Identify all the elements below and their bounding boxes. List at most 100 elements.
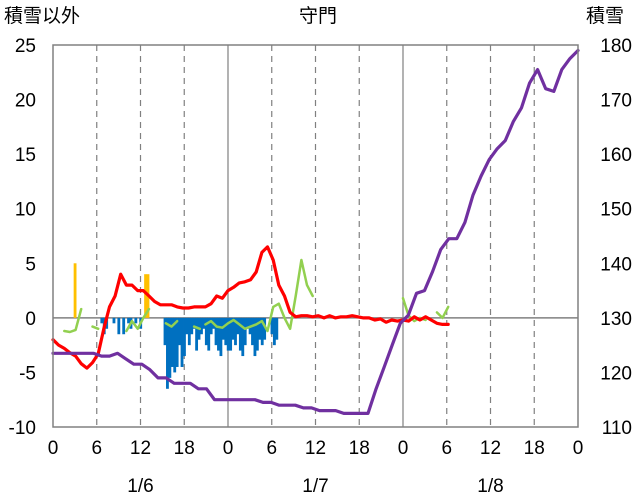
x-tick-label: 0 — [48, 438, 59, 459]
blue-bar — [251, 317, 254, 346]
blue-bar — [202, 317, 206, 329]
blue-bar — [238, 317, 242, 351]
blue-bar — [275, 317, 279, 340]
right-tick-label: 180 — [600, 36, 632, 57]
blue-bar — [234, 317, 237, 346]
blue-bar — [204, 317, 208, 346]
blue-bar — [117, 317, 121, 335]
blue-bar — [209, 317, 213, 335]
left-tick-label: -5 — [19, 363, 36, 384]
blue-bar — [112, 317, 116, 324]
left-tick-label: 15 — [15, 145, 36, 166]
right-tick-label: 110 — [602, 418, 632, 439]
bar-series — [73, 263, 279, 389]
green-dashed-line — [91, 325, 100, 331]
blue-bar — [163, 317, 167, 346]
plot-area-frame — [52, 44, 579, 428]
day-label: 1/6 — [127, 476, 153, 497]
line-series — [51, 48, 580, 415]
green-dashed-line — [435, 305, 450, 320]
blue-bar — [166, 317, 169, 389]
chart-title: 守門 — [299, 5, 337, 27]
blue-bar — [178, 317, 182, 346]
right-tick-label: 130 — [600, 309, 632, 330]
blue-bar — [263, 317, 267, 340]
right-tick-label: 140 — [600, 254, 632, 275]
x-tick-label: 12 — [130, 438, 151, 459]
right-tick-label: 120 — [600, 363, 632, 384]
blue-bar — [258, 317, 262, 340]
grid-lines — [53, 45, 578, 427]
blue-bar — [207, 317, 211, 351]
blue-bar — [221, 317, 225, 340]
x-tick-label: 6 — [266, 438, 277, 459]
left-tick-label: 5 — [25, 254, 36, 275]
blue-bar — [243, 317, 247, 346]
blue-bar — [187, 317, 191, 346]
left-tick-label: 20 — [15, 91, 36, 112]
blue-bar — [272, 317, 276, 346]
green-dashed-line — [63, 307, 83, 334]
blue-bar — [175, 317, 179, 367]
left-tick-label: 0 — [25, 309, 36, 330]
green-dashed-line — [192, 325, 202, 331]
blue-bar — [122, 317, 126, 335]
blue-bar — [200, 317, 203, 335]
x-tick-label: 12 — [305, 438, 326, 459]
blue-bar — [127, 317, 130, 324]
left-tick-label: -10 — [9, 418, 36, 439]
x-tick-label: 0 — [573, 438, 584, 459]
blue-bar — [168, 317, 172, 378]
green-dashed-line — [164, 319, 179, 328]
green-dashed-line — [125, 307, 151, 333]
blue-bar — [214, 317, 218, 346]
blue-bar — [173, 317, 177, 373]
left-tick-label: 25 — [15, 36, 36, 57]
blue-bar — [255, 317, 259, 351]
left-tick-label: 10 — [15, 200, 36, 221]
x-tick-label: 0 — [223, 438, 234, 459]
blue-bar — [100, 317, 104, 324]
x-tick-label: 18 — [524, 438, 545, 459]
blue-bar — [236, 317, 240, 335]
x-tick-label: 0 — [398, 438, 409, 459]
yellow-bar — [73, 263, 77, 318]
blue-bar — [219, 317, 223, 357]
blue-bar — [246, 317, 250, 329]
blue-bar — [180, 317, 184, 367]
yellow-bar — [144, 274, 147, 318]
blue-bar — [190, 317, 194, 335]
x-tick-label: 18 — [349, 438, 370, 459]
blue-bar — [195, 317, 199, 351]
blue-bar — [134, 317, 138, 324]
green-dashed-line — [204, 258, 314, 333]
day-label: 1/7 — [302, 476, 328, 497]
x-tick-label: 18 — [174, 438, 195, 459]
x-tick-label: 12 — [480, 438, 501, 459]
blue-bar — [260, 317, 264, 346]
x-tick-label: 6 — [91, 438, 102, 459]
x-tick-label: 6 — [441, 438, 452, 459]
blue-bar — [185, 317, 189, 335]
right-tick-label: 150 — [600, 200, 632, 221]
day-label: 1/8 — [477, 476, 503, 497]
blue-bar — [226, 317, 230, 351]
left-axis-label: 積雪以外 — [4, 5, 80, 27]
blue-bar — [217, 317, 220, 351]
right-tick-label: 170 — [600, 91, 632, 112]
blue-bar — [183, 317, 186, 357]
blue-bar — [231, 317, 235, 340]
red-line — [51, 245, 450, 370]
right-axis-label: 積雪 — [586, 5, 624, 27]
blue-bar — [170, 317, 174, 367]
blue-bar — [270, 317, 274, 335]
blue-bar — [253, 317, 257, 357]
blue-bar — [241, 317, 245, 357]
blue-bar — [192, 317, 196, 329]
blue-bar — [229, 317, 233, 351]
purple-line — [51, 48, 580, 415]
tick-labels: 2520151050-5-101801701601501401301201100… — [9, 36, 632, 497]
right-tick-label: 160 — [600, 145, 632, 166]
blue-bar — [224, 317, 228, 346]
